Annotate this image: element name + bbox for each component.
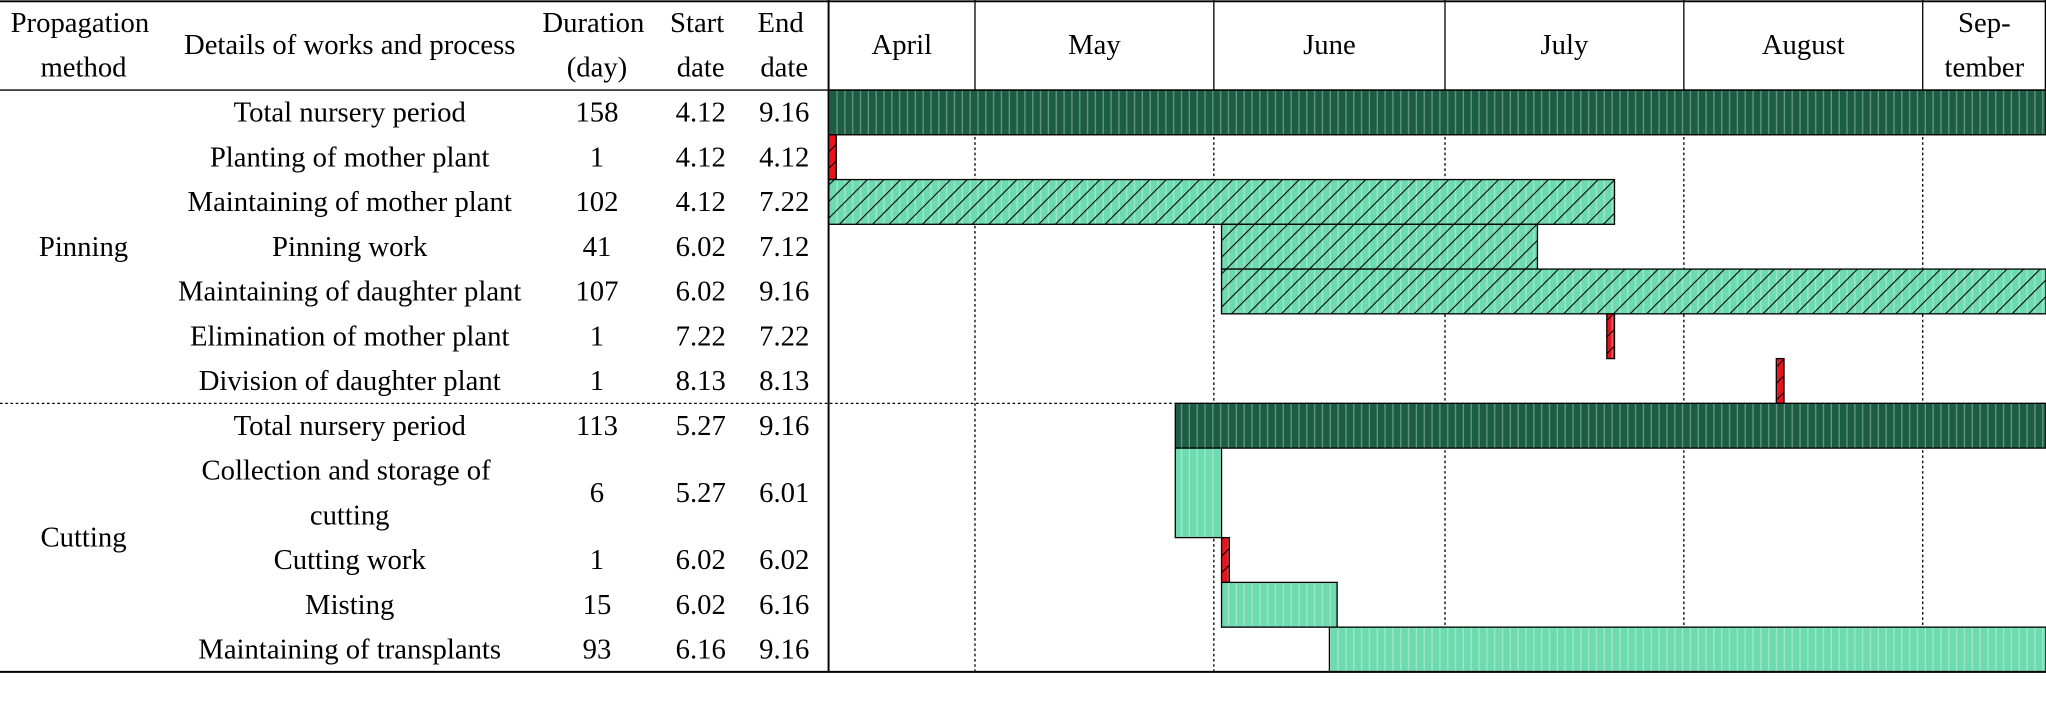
task-bar-hatch bbox=[1221, 269, 2046, 314]
task-label: Maintaining of mother plant bbox=[188, 186, 512, 218]
task-bar-outline bbox=[1174, 447, 1223, 539]
task-bar-stripes bbox=[1175, 448, 1222, 538]
duration: 41 bbox=[583, 231, 612, 263]
start-date: 4.12 bbox=[676, 141, 726, 173]
end-date: 9.16 bbox=[759, 634, 809, 666]
start-date: 4.12 bbox=[676, 186, 726, 218]
task-label: Maintaining of transplants bbox=[198, 634, 501, 666]
task-bar-stripes bbox=[828, 90, 2046, 135]
task-label: Total nursery period bbox=[234, 410, 466, 442]
month-label: April bbox=[871, 29, 932, 61]
task-bar-stripes bbox=[1175, 403, 2046, 449]
duration: 158 bbox=[575, 97, 618, 129]
header-cell: Details of works and process bbox=[184, 29, 515, 61]
end-date: 9.16 bbox=[759, 97, 809, 129]
task-bar-outline bbox=[1220, 268, 2046, 315]
duration: 1 bbox=[590, 141, 604, 173]
task-label: Cutting work bbox=[274, 544, 427, 576]
task-label: Division of daughter plant bbox=[199, 365, 501, 397]
task-bar-stripes bbox=[1329, 627, 2046, 672]
end-date: 9.16 bbox=[759, 410, 809, 442]
duration: 6 bbox=[590, 477, 604, 509]
task-bar-outline bbox=[1174, 402, 2046, 449]
start-date: 6.16 bbox=[676, 634, 726, 666]
duration: 1 bbox=[590, 365, 604, 397]
end-date: 7.12 bbox=[759, 231, 809, 263]
task-label: Collection and storage of cutting bbox=[202, 455, 498, 532]
start-date: 6.02 bbox=[676, 231, 726, 263]
end-date: 7.22 bbox=[759, 186, 809, 218]
end-date: 7.22 bbox=[759, 320, 809, 352]
start-date: 4.12 bbox=[676, 97, 726, 129]
start-date: 5.27 bbox=[676, 477, 726, 509]
duration: 15 bbox=[583, 589, 612, 621]
start-date: 5.27 bbox=[676, 410, 726, 442]
task-label: Elimination of mother plant bbox=[190, 320, 510, 352]
end-date: 6.16 bbox=[759, 589, 809, 621]
task-label: Pinning work bbox=[272, 231, 428, 263]
header-cell: End date bbox=[758, 7, 811, 84]
task-bar-hatch bbox=[1221, 224, 1538, 270]
start-date: 6.02 bbox=[676, 589, 726, 621]
task-bar-hatch bbox=[828, 179, 1615, 225]
header-cell: Duration (day) bbox=[542, 7, 651, 84]
month-label: July bbox=[1541, 29, 1589, 61]
header-cell: Start date bbox=[670, 7, 731, 84]
duration: 93 bbox=[583, 634, 612, 666]
end-date: 6.01 bbox=[759, 477, 809, 509]
duration: 107 bbox=[575, 276, 618, 308]
end-date: 9.16 bbox=[759, 276, 809, 308]
task-bar-outline bbox=[1220, 581, 1338, 628]
end-date: 6.02 bbox=[759, 544, 809, 576]
end-date: 4.12 bbox=[759, 141, 809, 173]
end-date: 8.13 bbox=[759, 365, 809, 397]
start-date: 8.13 bbox=[676, 365, 726, 397]
duration: 113 bbox=[576, 410, 618, 442]
task-bar-outline bbox=[1606, 313, 1616, 360]
task-label: Planting of mother plant bbox=[210, 141, 490, 173]
task-bar-hatch bbox=[828, 134, 837, 180]
month-label: Sep-tember bbox=[1945, 7, 2025, 84]
task-bar-hatch bbox=[1221, 537, 1230, 583]
start-date: 6.02 bbox=[676, 544, 726, 576]
task-bar-stripes bbox=[1221, 582, 1338, 628]
method-label: Cutting bbox=[40, 522, 126, 554]
month-label: August bbox=[1762, 29, 1845, 61]
month-label: June bbox=[1303, 29, 1356, 61]
month-label: May bbox=[1068, 29, 1121, 61]
start-date: 7.22 bbox=[676, 320, 726, 352]
task-label: Maintaining of daughter plant bbox=[178, 276, 521, 308]
duration: 1 bbox=[590, 544, 604, 576]
task-bar-hatch bbox=[1606, 313, 1615, 359]
method-label: Pinning bbox=[39, 231, 128, 263]
start-date: 6.02 bbox=[676, 276, 726, 308]
task-bar-hatch bbox=[1776, 358, 1785, 404]
duration: 1 bbox=[590, 320, 604, 352]
duration: 102 bbox=[575, 186, 618, 218]
header-cell: Propagation method bbox=[11, 7, 157, 84]
task-label: Total nursery period bbox=[234, 97, 466, 129]
task-label: Misting bbox=[305, 589, 394, 621]
